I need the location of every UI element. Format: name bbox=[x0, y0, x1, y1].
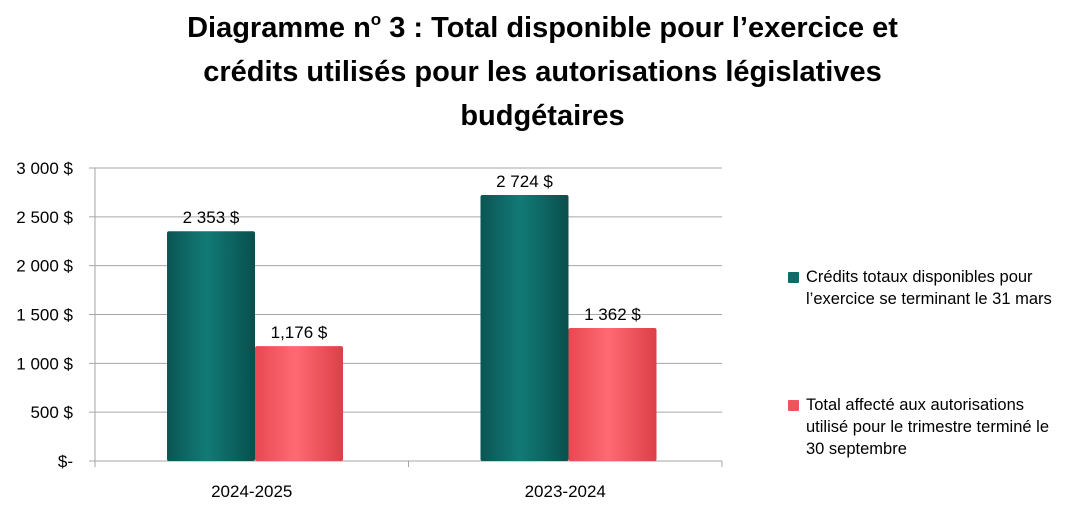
data-label-total-affecte-2023-2024: 1 362 $ bbox=[584, 305, 641, 324]
y-tick-label: 2 000 $ bbox=[16, 257, 73, 276]
chart-title-line-3: budgétaires bbox=[460, 100, 625, 132]
chart-title-superscript: o bbox=[370, 10, 382, 29]
chart-title-prefix: Diagramme n bbox=[187, 12, 371, 44]
data-label-total-affecte-2024-2025: 1,176 $ bbox=[271, 323, 328, 342]
bar-credits-disponibles-2024-2025 bbox=[167, 231, 255, 461]
y-tick-label: 3 000 $ bbox=[16, 159, 73, 178]
data-label-credits-disponibles-2024-2025: 2 353 $ bbox=[183, 208, 240, 227]
bars bbox=[167, 194, 657, 461]
legend-swatch-credits-disponibles bbox=[788, 272, 799, 283]
x-tick-label-2023-2024: 2023-2024 bbox=[525, 482, 606, 501]
bar-total-affecte-2023-2024 bbox=[568, 327, 657, 461]
data-label-credits-disponibles-2023-2024: 2 724 $ bbox=[496, 172, 553, 191]
legend-swatch-total-affecte bbox=[788, 400, 799, 411]
legend-label-total-affecte: Total affecté aux autorisations utilisé … bbox=[806, 396, 1050, 458]
y-tick-label: 1 500 $ bbox=[16, 306, 73, 325]
data-labels: 2 353 $ 1,176 $ 2 724 $ 1 362 $ bbox=[183, 172, 642, 342]
y-tick-label: $- bbox=[58, 452, 73, 471]
x-tick-label-2024-2025: 2024-2025 bbox=[211, 482, 292, 501]
y-tick-label: 500 $ bbox=[30, 403, 73, 422]
legend-label-credits-disponibles: Crédits totaux disponibles pour l’exerci… bbox=[806, 268, 1052, 308]
y-tick-label: 2 500 $ bbox=[16, 208, 73, 227]
bar-credits-disponibles-2023-2024 bbox=[480, 194, 569, 461]
chart-title: Diagramme no 3 : Total disponible pour l… bbox=[90, 6, 995, 138]
y-tick-label: 1 000 $ bbox=[16, 354, 73, 373]
bar-total-affecte-2024-2025 bbox=[255, 346, 343, 461]
chart-title-line-2: crédits utilisés pour les autorisations … bbox=[203, 56, 882, 88]
chart-title-line-1: 3 : Total disponible pour l’exercice et bbox=[381, 12, 898, 44]
